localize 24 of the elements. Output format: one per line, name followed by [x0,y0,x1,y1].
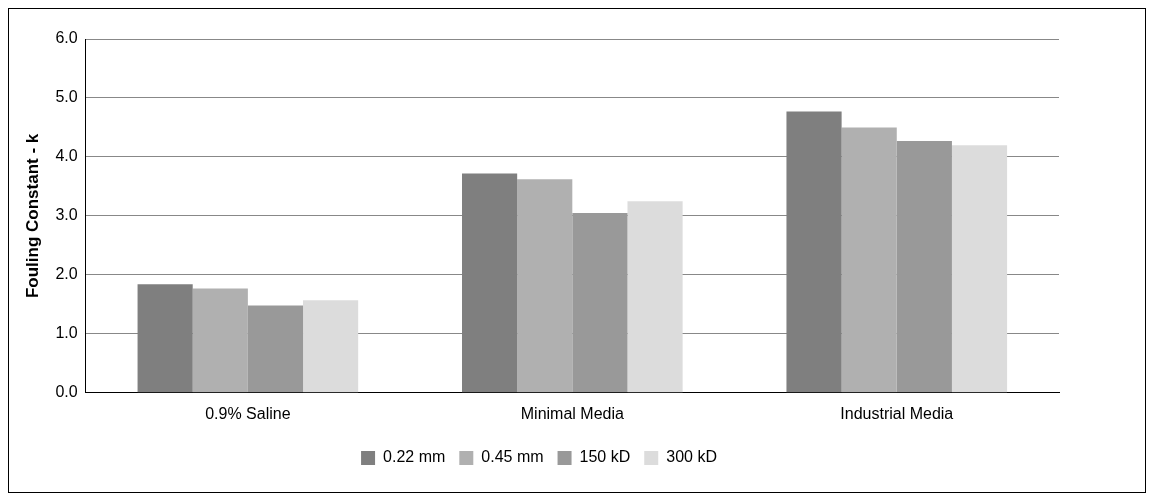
bar [572,212,628,393]
y-tick-label: 4.0 [55,147,78,165]
bar [627,201,683,393]
bar [841,127,897,393]
y-tick-label: 1.0 [55,324,78,342]
legend-label: 0.22 mm [383,448,446,466]
bar [192,288,248,393]
y-tick-label: 0.0 [55,383,78,401]
bar [247,305,304,393]
legend-label: 150 kD [579,448,631,466]
y-tick-label: 2.0 [55,265,78,283]
legend-label: 0.45 mm [481,448,544,466]
y-axis-title: Fouling Constant - k [22,133,42,299]
y-tick-label: 3.0 [55,206,78,224]
bar [896,141,952,393]
legend-label: 300 kD [666,448,717,466]
y-tick-label: 5.0 [55,88,78,106]
bar [517,179,573,393]
x-tick-label: Industrial Media [840,404,954,422]
y-tick-label: 6.0 [55,29,78,47]
bar [303,300,359,393]
bar [951,145,1008,393]
x-tick-label: Minimal Media [520,404,624,422]
x-tick-label: 0.9% Saline [205,404,291,422]
